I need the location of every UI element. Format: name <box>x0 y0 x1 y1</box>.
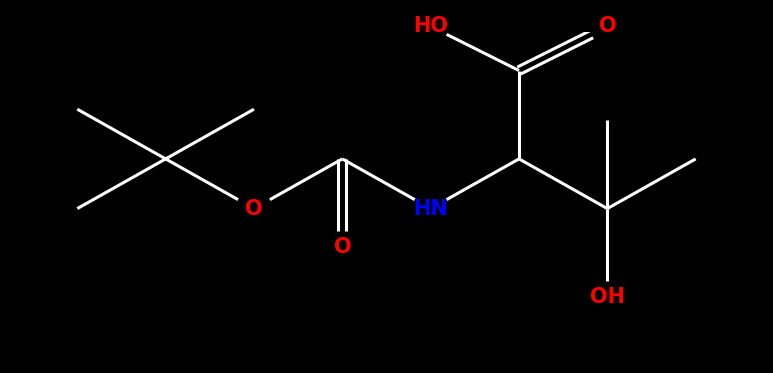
Text: O: O <box>245 198 263 219</box>
Text: OH: OH <box>590 287 625 307</box>
Text: HN: HN <box>414 198 448 219</box>
Text: O: O <box>598 16 616 37</box>
Text: O: O <box>333 237 351 257</box>
Text: HO: HO <box>414 16 448 37</box>
